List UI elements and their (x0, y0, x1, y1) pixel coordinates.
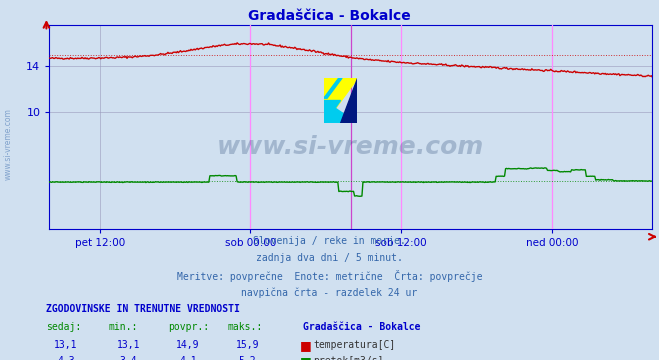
Polygon shape (324, 78, 342, 98)
Text: 13,1: 13,1 (117, 340, 140, 350)
Text: Slovenija / reke in morje.: Slovenija / reke in morje. (253, 236, 406, 246)
Polygon shape (324, 100, 357, 123)
Text: 5,2: 5,2 (239, 356, 256, 360)
Text: 15,9: 15,9 (235, 340, 259, 350)
Text: ■: ■ (300, 355, 312, 360)
Text: Meritve: povprečne  Enote: metrične  Črta: povprečje: Meritve: povprečne Enote: metrične Črta:… (177, 270, 482, 282)
Text: zadnja dva dni / 5 minut.: zadnja dva dni / 5 minut. (256, 253, 403, 263)
Text: pretok[m3/s]: pretok[m3/s] (313, 356, 384, 360)
Text: sedaj:: sedaj: (46, 322, 81, 332)
Text: maks.:: maks.: (227, 322, 262, 332)
Polygon shape (324, 78, 357, 123)
Text: 14,9: 14,9 (176, 340, 200, 350)
Text: 13,1: 13,1 (54, 340, 78, 350)
Text: 4,1: 4,1 (179, 356, 196, 360)
Text: Gradaščica - Bokalce: Gradaščica - Bokalce (248, 9, 411, 23)
Text: www.si-vreme.com: www.si-vreme.com (4, 108, 13, 180)
Text: navpična črta - razdelek 24 ur: navpična črta - razdelek 24 ur (241, 288, 418, 298)
Text: temperatura[C]: temperatura[C] (313, 340, 395, 350)
Text: Gradaščica - Bokalce: Gradaščica - Bokalce (303, 322, 420, 332)
Text: www.si-vreme.com: www.si-vreme.com (217, 135, 484, 159)
Text: 4,3: 4,3 (57, 356, 74, 360)
Text: min.:: min.: (109, 322, 138, 332)
Text: ZGODOVINSKE IN TRENUTNE VREDNOSTI: ZGODOVINSKE IN TRENUTNE VREDNOSTI (46, 304, 240, 314)
Polygon shape (324, 100, 340, 123)
Polygon shape (340, 78, 357, 123)
Text: povpr.:: povpr.: (168, 322, 209, 332)
Text: 3,4: 3,4 (120, 356, 137, 360)
Text: ■: ■ (300, 339, 312, 352)
